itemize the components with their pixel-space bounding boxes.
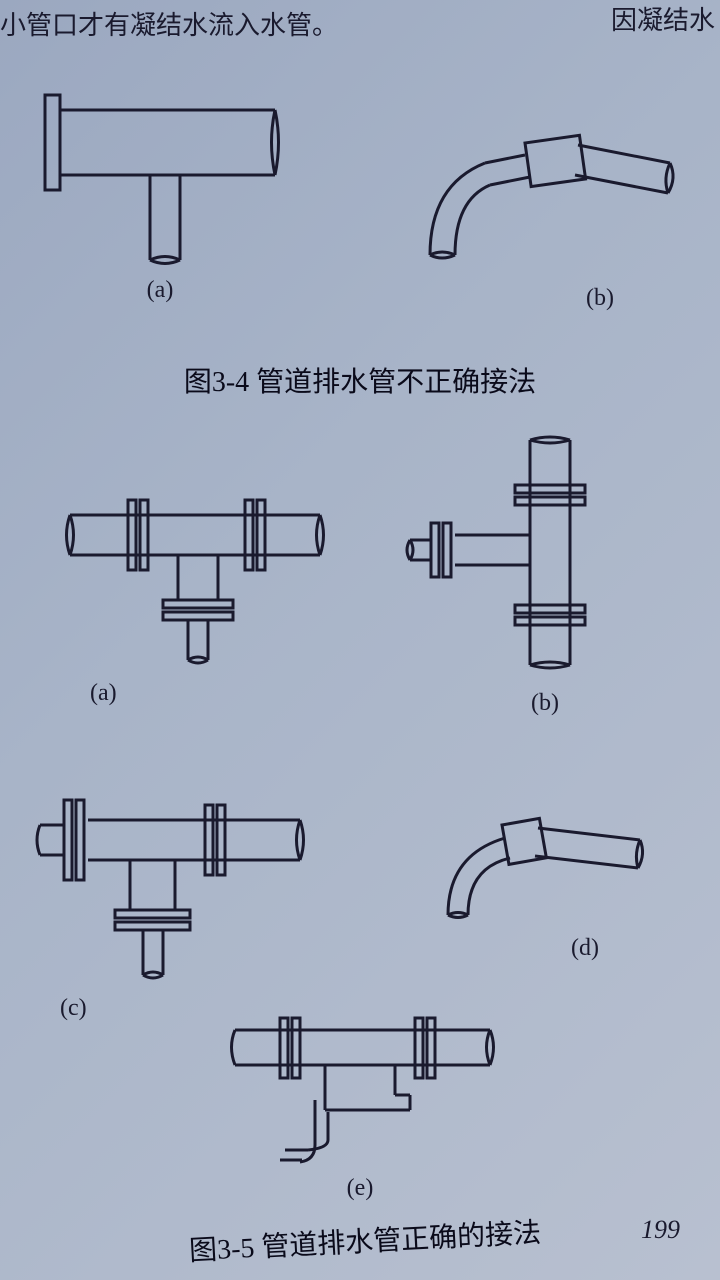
pipe-diagram-35c-icon <box>30 770 320 990</box>
pipe-diagram-35d-icon <box>420 800 660 930</box>
fig35-diagram-e: (e) <box>210 1000 510 1202</box>
fig35-caption: 图3-5 管道排水管正确的接法 <box>114 1207 615 1273</box>
pipe-diagram-35e-icon <box>210 1000 510 1180</box>
fig34-diagram-b: (b) <box>390 115 690 312</box>
fig35-diagram-c: (c) <box>30 770 320 1022</box>
page-number: 199 <box>641 1215 680 1245</box>
top-paragraph-right: 因凝结水 <box>611 0 715 37</box>
fig35-diagram-a: (a) <box>50 465 340 707</box>
pipe-diagram-35a-icon <box>50 465 340 675</box>
fig34-b-label: (b) <box>510 285 690 312</box>
fig34-a-label: (a) <box>20 277 300 304</box>
pipe-diagram-b-icon <box>390 115 690 275</box>
fig35-d-label: (d) <box>510 935 660 962</box>
fig35-diagram-d: (d) <box>420 800 660 962</box>
pipe-diagram-a-icon <box>20 85 300 285</box>
fig34-diagram-a: (a) <box>20 85 300 304</box>
page: 小管口才有凝结水流入水管。 因凝结水 (a) <box>0 0 720 1280</box>
fig35-diagram-b: (b) <box>400 430 630 717</box>
pipe-diagram-35b-icon <box>400 430 630 690</box>
top-paragraph-left: 小管口才有凝结水流入水管。 <box>0 5 338 42</box>
fig35-e-label: (e) <box>210 1175 510 1202</box>
fig35-b-label: (b) <box>460 690 630 717</box>
fig34-caption: 图3-4 管道排水管不正确接法 <box>0 360 720 400</box>
fig35-a-label: (a) <box>90 680 340 707</box>
